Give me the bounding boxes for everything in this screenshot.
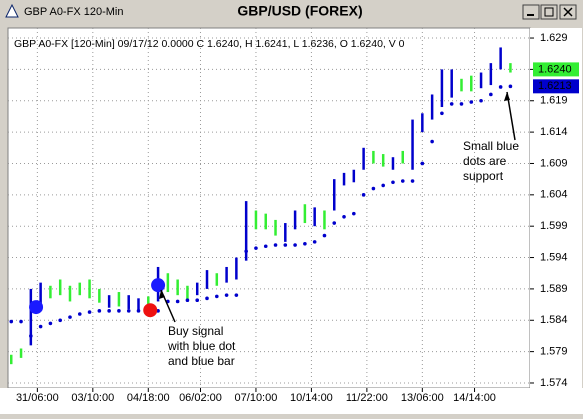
y-tick-label: 1.599 xyxy=(540,220,568,232)
chart-title: GBP/USD (FOREX) xyxy=(237,3,362,19)
support-dot xyxy=(440,111,444,116)
support-dot xyxy=(254,246,258,250)
y-tick-label: 1.604 xyxy=(540,189,568,201)
info-line: GBP A0-FX [120-Min] 09/17/12 0.0000 C 1.… xyxy=(14,38,405,50)
support-dot xyxy=(263,244,268,249)
support-dot xyxy=(9,319,14,324)
support-dot xyxy=(371,186,376,191)
support-dot xyxy=(126,309,131,313)
support-dot xyxy=(342,214,346,219)
price-label: 1.6240 xyxy=(538,63,572,75)
price-label: 1.6213 xyxy=(538,80,572,92)
minimize-button[interactable] xyxy=(522,4,540,20)
x-tick-label: 31/06:00 xyxy=(16,392,59,404)
app-icon xyxy=(5,3,19,18)
annotation-text: dots are xyxy=(463,154,507,168)
annotation-text: Buy signal xyxy=(168,324,223,338)
marks xyxy=(9,47,513,365)
support-dot xyxy=(205,296,209,301)
x-tick-label: 03/10:00 xyxy=(71,392,114,404)
support-dot xyxy=(68,315,72,319)
support-dot xyxy=(410,179,415,183)
annotation-text: with blue dot xyxy=(167,339,236,353)
support-dot xyxy=(430,139,434,144)
support-dot xyxy=(273,243,278,247)
arrow-head xyxy=(159,290,165,299)
x-tick-label: 14/14:00 xyxy=(453,392,496,404)
support-dot xyxy=(420,161,425,166)
support-dot xyxy=(303,241,307,246)
support-dot xyxy=(283,243,288,247)
support-dot xyxy=(459,102,464,106)
support-dot xyxy=(77,312,82,316)
maximize-button[interactable] xyxy=(540,4,558,20)
x-tick-label: 06/02:00 xyxy=(179,392,222,404)
support-dot xyxy=(381,183,385,188)
y-tick-label: 1.574 xyxy=(540,377,568,389)
support-dot xyxy=(117,309,121,313)
support-dot xyxy=(29,334,33,338)
support-dot xyxy=(352,211,356,216)
price-label-box xyxy=(533,62,579,77)
support-dot xyxy=(87,310,92,314)
support-dot xyxy=(322,233,327,238)
support-dot xyxy=(215,294,219,299)
signal-dot xyxy=(143,303,158,318)
support-dot xyxy=(175,299,180,304)
support-dot xyxy=(244,249,248,254)
x-tick-label: 10/14:00 xyxy=(290,392,333,404)
support-dot xyxy=(19,319,23,324)
support-dot xyxy=(489,92,493,97)
support-dot xyxy=(361,193,366,197)
close-icon xyxy=(563,7,573,17)
support-dot xyxy=(469,100,474,104)
annotation-text: support xyxy=(463,169,504,183)
arrow-head xyxy=(504,92,510,101)
window-buttons[interactable] xyxy=(522,4,577,20)
x-tick-label: 07/10:00 xyxy=(235,392,278,404)
support-dot xyxy=(224,293,229,297)
support-dot xyxy=(97,309,102,313)
annotation-text: Small blue xyxy=(463,139,519,153)
x-axis-area xyxy=(0,388,583,414)
support-dot xyxy=(48,321,53,326)
support-dot xyxy=(107,309,111,313)
y-tick-label: 1.579 xyxy=(540,346,568,358)
price-label-box xyxy=(533,79,579,94)
support-dot xyxy=(332,221,337,225)
signal-dot xyxy=(151,278,166,293)
y-tick-label: 1.589 xyxy=(540,283,568,295)
y-tick-label: 1.614 xyxy=(540,126,568,138)
signal-dot xyxy=(29,300,44,315)
x-tick-label: 11/22:00 xyxy=(346,392,388,404)
y-tick-label: 1.594 xyxy=(540,251,568,263)
y-tick-label: 1.629 xyxy=(540,32,568,44)
grid: 1.6291.6241.6191.6141.6091.6041.5991.594… xyxy=(8,28,579,404)
support-dot xyxy=(400,179,405,183)
support-dot xyxy=(195,298,200,302)
y-tick-label: 1.609 xyxy=(540,157,568,169)
support-dot xyxy=(136,309,141,313)
support-dot xyxy=(391,180,395,185)
x-tick-label: 13/06:00 xyxy=(401,392,444,404)
annotation-text: and blue bar xyxy=(168,354,235,368)
support-dot xyxy=(234,293,239,297)
x-tick-label: 04/18:00 xyxy=(127,392,170,404)
y-tick-label: 1.584 xyxy=(540,314,568,326)
support-dot xyxy=(58,318,62,323)
support-dot xyxy=(449,102,454,106)
support-dot xyxy=(185,298,190,302)
support-dot xyxy=(293,243,297,247)
y-tick-label: 1.619 xyxy=(540,95,568,107)
support-dot xyxy=(508,84,513,89)
title-bar xyxy=(2,2,581,22)
support-dot xyxy=(38,324,43,329)
support-dot xyxy=(479,98,483,103)
support-dot xyxy=(498,85,503,89)
support-dot xyxy=(312,240,317,244)
maximize-icon xyxy=(544,7,554,17)
window-title: GBP A0-FX 120-Min xyxy=(24,6,123,18)
